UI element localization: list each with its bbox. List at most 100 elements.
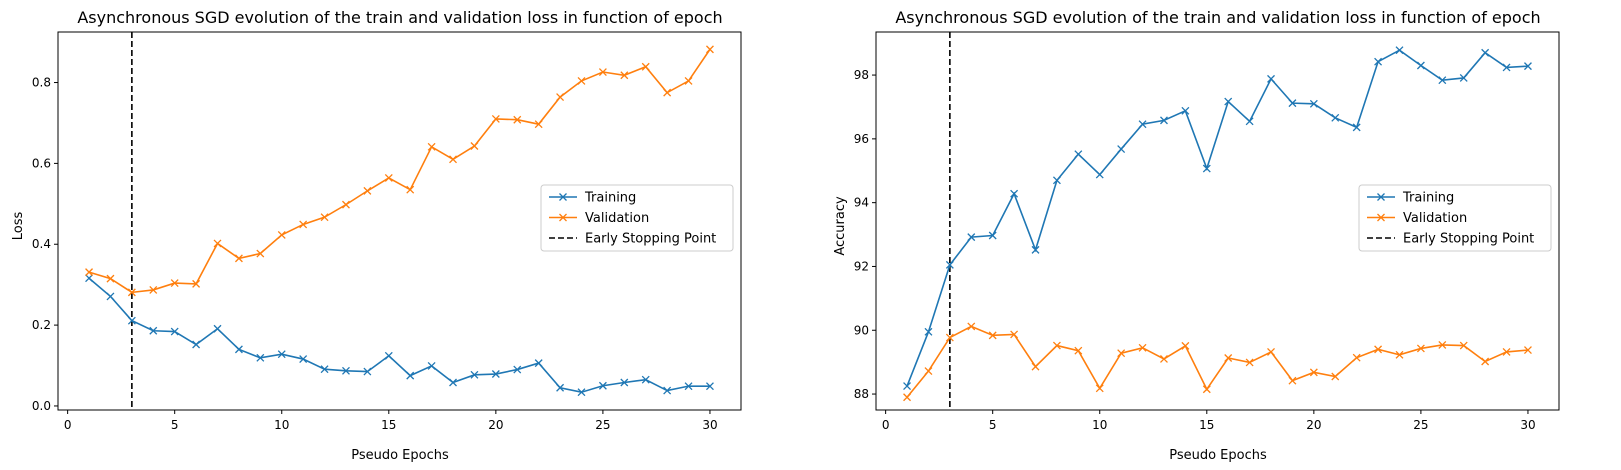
accuracy-x-tick-label: 15 bbox=[1199, 418, 1214, 432]
accuracy-y-tick-label: 94 bbox=[854, 196, 869, 210]
loss-legend-validation-marker bbox=[559, 213, 567, 222]
loss-training-point bbox=[106, 292, 115, 301]
loss-training-point bbox=[192, 340, 201, 349]
accuracy-validation-point bbox=[924, 367, 933, 376]
loss-x-tick-label: 30 bbox=[702, 418, 717, 432]
accuracy-chart-xlabel: Pseudo Epochs bbox=[1169, 448, 1267, 463]
accuracy-validation-point bbox=[1309, 368, 1318, 377]
accuracy-training-point bbox=[1502, 63, 1511, 72]
accuracy-validation-point bbox=[1010, 330, 1019, 339]
loss-series-training-line bbox=[88, 277, 710, 394]
loss-training-point bbox=[234, 345, 243, 354]
loss-training-point bbox=[620, 378, 629, 387]
loss-training-point bbox=[213, 324, 222, 333]
accuracy-validation-point bbox=[1395, 350, 1404, 359]
loss-validation-point bbox=[641, 62, 650, 71]
accuracy-validation-point bbox=[945, 333, 954, 342]
loss-validation-point bbox=[213, 239, 222, 248]
loss-validation-point bbox=[342, 200, 350, 209]
loss-training-point bbox=[577, 388, 586, 397]
accuracy-validation-point bbox=[1331, 372, 1340, 381]
accuracy-validation-point bbox=[988, 331, 997, 340]
accuracy-y-tick-label: 98 bbox=[854, 68, 869, 82]
accuracy-training-point bbox=[1181, 106, 1190, 115]
loss-validation-point bbox=[684, 76, 693, 85]
loss-validation-point bbox=[106, 274, 115, 283]
accuracy-validation-point bbox=[1052, 341, 1061, 350]
loss-training-point bbox=[299, 355, 308, 364]
loss-training-point bbox=[406, 371, 415, 380]
accuracy-y-tick-label: 88 bbox=[854, 387, 869, 401]
accuracy-validation-point bbox=[1095, 384, 1104, 393]
loss-x-tick-label: 5 bbox=[171, 418, 179, 432]
accuracy-training-point bbox=[1031, 245, 1040, 254]
loss-training-point bbox=[684, 382, 693, 391]
loss-validation-point bbox=[406, 185, 415, 194]
loss-chart-xlabel: Pseudo Epochs bbox=[351, 448, 449, 463]
loss-training-point bbox=[641, 375, 650, 384]
loss-training-point bbox=[256, 353, 265, 362]
loss-validation-point bbox=[663, 88, 672, 97]
loss-y-tick-label: 0.0 bbox=[32, 399, 51, 413]
accuracy-training-point bbox=[903, 382, 912, 391]
loss-validation-point bbox=[277, 230, 286, 239]
accuracy-training-point bbox=[1010, 189, 1019, 198]
accuracy-chart-title: Asynchronous SGD evolution of the train … bbox=[895, 8, 1540, 27]
loss-validation-point bbox=[513, 115, 522, 124]
accuracy-validation-point bbox=[1245, 358, 1254, 367]
accuracy-validation-point bbox=[1267, 347, 1275, 356]
loss-validation-point bbox=[384, 173, 393, 182]
accuracy-training-point bbox=[1245, 117, 1254, 126]
accuracy-x-tick-label: 0 bbox=[882, 418, 890, 432]
loss-training-point bbox=[127, 316, 136, 325]
loss-legend-label: Validation bbox=[585, 211, 649, 226]
loss-validation-point bbox=[192, 279, 201, 288]
accuracy-legend-validation-marker bbox=[1377, 213, 1385, 222]
accuracy-x-tick-label: 20 bbox=[1306, 418, 1321, 432]
accuracy-training-point bbox=[1523, 62, 1532, 71]
loss-y-tick-label: 0.2 bbox=[32, 318, 51, 332]
accuracy-validation-point bbox=[1117, 349, 1126, 358]
accuracy-validation-point bbox=[1224, 354, 1233, 362]
loss-training-point bbox=[427, 361, 436, 370]
accuracy-series-training-line bbox=[906, 49, 1528, 387]
loss-axes-frame bbox=[57, 31, 742, 411]
accuracy-x-tick-label: 10 bbox=[1092, 418, 1107, 432]
accuracy-training-point bbox=[1224, 97, 1233, 106]
loss-validation-point bbox=[363, 186, 372, 195]
loss-validation-point bbox=[620, 71, 629, 80]
accuracy-training-point bbox=[1309, 99, 1318, 108]
accuracy-validation-point bbox=[1031, 362, 1040, 371]
loss-training-point bbox=[149, 326, 158, 335]
accuracy-validation-point bbox=[1523, 346, 1532, 354]
accuracy-legend: Training Validation Early Stopping Point bbox=[1358, 184, 1552, 252]
loss-y-tick-label: 0.6 bbox=[32, 156, 51, 170]
accuracy-validation-point bbox=[1459, 341, 1468, 350]
loss-validation-point bbox=[577, 76, 586, 85]
accuracy-training-point bbox=[1438, 76, 1447, 85]
loss-x-tick-label: 10 bbox=[274, 418, 289, 432]
accuracy-legend-label: Training bbox=[1402, 191, 1454, 206]
loss-y-tick-label: 0.4 bbox=[32, 237, 51, 251]
accuracy-x-tick-label: 30 bbox=[1520, 418, 1535, 432]
accuracy-training-point bbox=[945, 260, 954, 269]
loss-training-point bbox=[556, 383, 565, 392]
loss-training-point bbox=[384, 351, 393, 360]
accuracy-training-point bbox=[1095, 170, 1104, 179]
accuracy-legend-training-marker bbox=[1377, 193, 1385, 201]
accuracy-training-point bbox=[924, 327, 933, 336]
loss-x-tick-label: 0 bbox=[64, 418, 72, 432]
loss-legend-training-marker bbox=[559, 193, 567, 201]
loss-validation-point bbox=[470, 142, 479, 150]
accuracy-validation-point bbox=[1181, 341, 1190, 350]
loss-training-point bbox=[663, 386, 672, 395]
accuracy-series-validation-line bbox=[906, 325, 1529, 398]
accuracy-axes-frame bbox=[875, 31, 1560, 411]
loss-training-point bbox=[85, 274, 94, 283]
loss-validation-point bbox=[234, 254, 243, 263]
loss-validation-point bbox=[598, 68, 607, 76]
accuracy-validation-point bbox=[903, 393, 912, 402]
accuracy-validation-point bbox=[1502, 347, 1511, 356]
accuracy-validation-point bbox=[1138, 343, 1147, 352]
